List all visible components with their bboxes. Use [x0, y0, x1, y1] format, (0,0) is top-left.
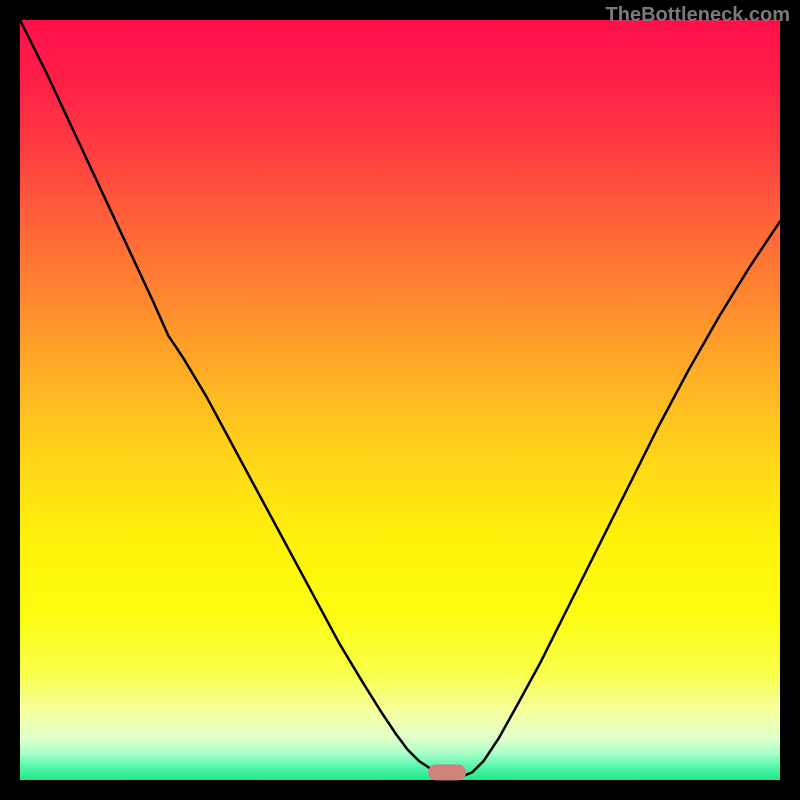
watermark-text: TheBottleneck.com	[606, 4, 790, 27]
bottleneck-curve-chart	[0, 0, 800, 800]
optimal-marker	[428, 764, 466, 780]
chart-container: TheBottleneck.com	[0, 0, 800, 800]
